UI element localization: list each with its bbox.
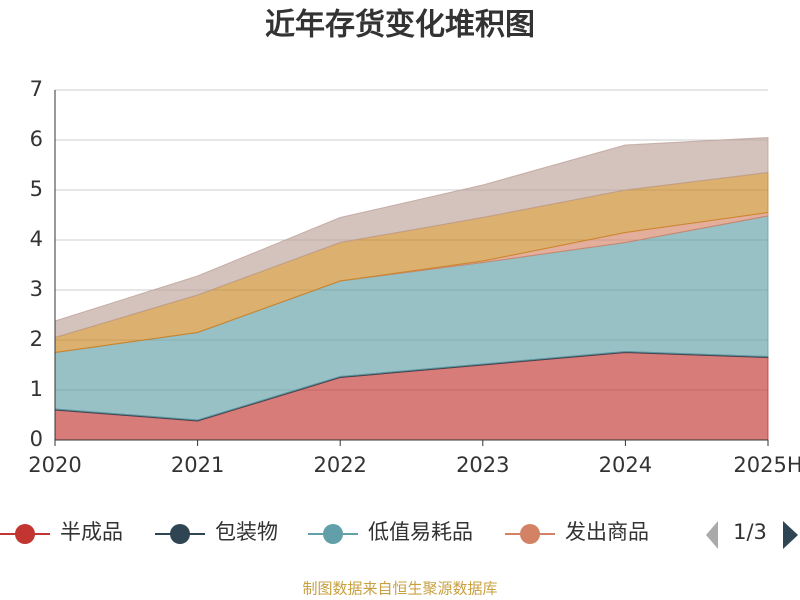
y-tick-label: 0 — [30, 427, 43, 451]
legend-symbol — [170, 524, 190, 544]
legend-label: 低值易耗品 — [368, 520, 473, 544]
y-tick-label: 1 — [30, 377, 43, 401]
y-tick-label: 7 — [30, 77, 43, 101]
legend-symbol — [520, 524, 540, 544]
area — [54, 136, 769, 339]
legend-prev[interactable] — [706, 521, 718, 549]
y-tick-label: 4 — [30, 227, 43, 251]
legend-next[interactable] — [783, 521, 798, 549]
x-tick-label: 2021 — [171, 453, 224, 477]
legend-page: 1/3 — [733, 520, 767, 544]
legend-label: 发出商品 — [565, 520, 649, 544]
source-note: 制图数据来自恒生聚源数据库 — [302, 580, 497, 598]
y-tick-label: 5 — [30, 177, 43, 201]
x-tick-label: 2024 — [599, 453, 652, 477]
legend-symbol — [323, 524, 343, 544]
x-tick-label: 2025H — [733, 453, 800, 477]
y-tick-label: 3 — [30, 277, 43, 301]
legend-symbol — [15, 524, 35, 544]
legend-label: 包装物 — [215, 520, 278, 544]
legend-label: 半成品 — [60, 520, 123, 544]
x-tick-label: 2022 — [313, 453, 366, 477]
y-tick-label: 6 — [30, 127, 43, 151]
y-tick-label: 2 — [30, 327, 43, 351]
chart-title: 近年存货变化堆积图 — [265, 8, 535, 43]
x-tick-label: 2020 — [28, 453, 81, 477]
x-tick-label: 2023 — [456, 453, 509, 477]
